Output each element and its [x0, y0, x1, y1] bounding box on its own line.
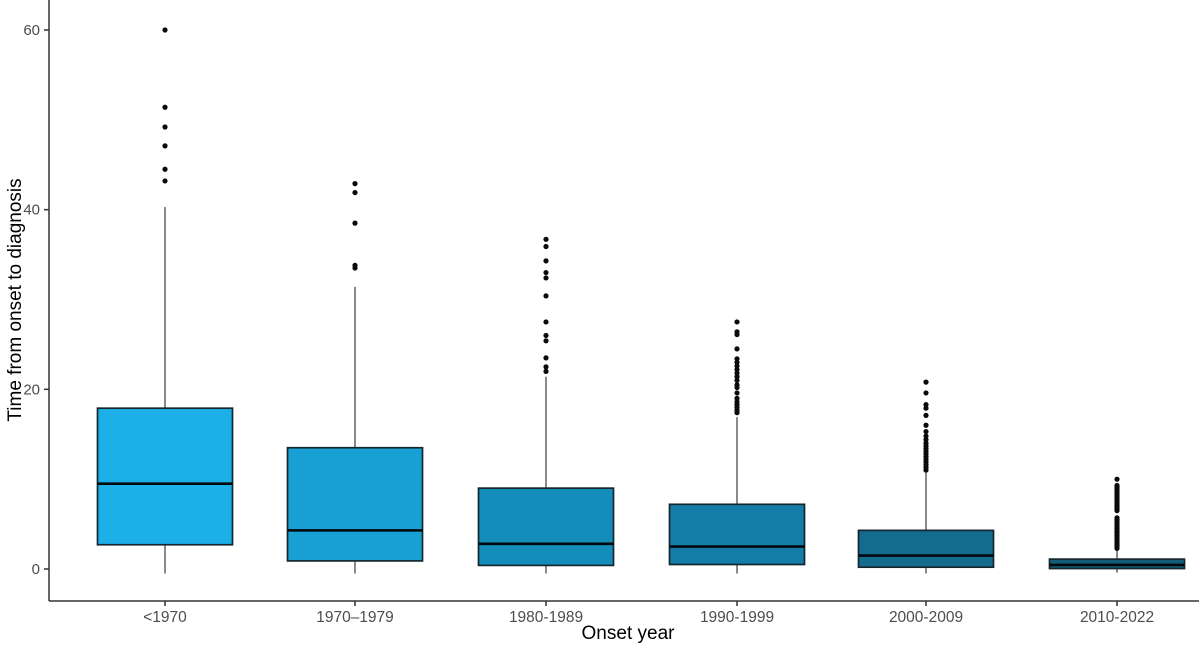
- box: [857, 529, 995, 569]
- x-tick-label: <1970: [143, 609, 187, 626]
- outlier-point: [543, 319, 549, 325]
- outlier-point: [923, 437, 929, 443]
- outlier-point: [543, 243, 549, 250]
- outlier-point: [734, 370, 740, 376]
- outlier-point: [352, 181, 358, 187]
- outlier-point: [923, 422, 929, 428]
- outlier-point: [923, 433, 929, 439]
- outlier-point: [543, 275, 549, 281]
- x-tick-label: 2010-2022: [1080, 609, 1154, 626]
- box: [668, 503, 806, 566]
- outlier-point: [543, 293, 549, 299]
- outlier-point: [543, 269, 549, 276]
- outlier-point: [352, 220, 358, 226]
- outlier-point: [734, 382, 740, 388]
- x-tick-label: 2000-2009: [889, 609, 963, 626]
- outlier-point: [734, 346, 740, 352]
- outlier-point: [162, 178, 168, 184]
- outlier-point: [923, 379, 929, 385]
- x-tick-label: 1970–1979: [316, 609, 394, 626]
- outlier-point: [352, 262, 358, 268]
- outlier-point: [734, 366, 740, 373]
- outlier-point: [923, 412, 929, 418]
- outlier-point: [543, 258, 549, 264]
- outlier-point: [1114, 515, 1120, 521]
- box: [286, 446, 424, 562]
- x-tick-label: 1980-1989: [509, 609, 583, 626]
- x-tick-label: 1990-1999: [700, 609, 774, 626]
- box: [477, 487, 615, 567]
- outlier-point: [543, 236, 549, 242]
- outlier-point: [1114, 482, 1120, 489]
- outlier-point: [923, 440, 929, 446]
- outlier-point: [162, 124, 168, 130]
- y-tick-label: 0: [32, 561, 40, 578]
- outlier-point: [923, 390, 929, 396]
- x-axis-title: Onset year: [581, 623, 675, 644]
- outlier-point: [734, 395, 740, 401]
- outlier-point: [162, 104, 168, 110]
- outlier-point: [923, 405, 929, 411]
- outlier-point: [543, 368, 549, 374]
- outlier-point: [734, 377, 740, 383]
- outlier-point: [543, 338, 549, 344]
- y-tick-label: 20: [23, 381, 40, 398]
- outlier-point: [734, 399, 740, 405]
- y-tick-label: 40: [23, 202, 40, 219]
- outlier-point: [162, 27, 168, 33]
- outlier-point: [923, 428, 929, 435]
- outlier-point: [734, 356, 740, 362]
- outlier-point: [543, 355, 549, 361]
- outlier-point: [162, 166, 168, 172]
- outlier-point: [543, 332, 549, 339]
- outlier-point: [923, 402, 929, 408]
- outlier-point: [734, 363, 740, 369]
- outlier-point: [734, 390, 740, 396]
- outlier-point: [734, 319, 740, 325]
- y-axis-title: Time from onset to diagnosis: [5, 178, 26, 422]
- outlier-point: [352, 189, 358, 196]
- outlier-point: [1114, 476, 1120, 482]
- outlier-point: [734, 359, 740, 365]
- outlier-point: [734, 374, 740, 380]
- outlier-point: [162, 143, 168, 149]
- y-tick-label: 60: [23, 22, 40, 39]
- outlier-point: [734, 329, 740, 335]
- box: [96, 407, 234, 546]
- outlier-point: [543, 364, 549, 370]
